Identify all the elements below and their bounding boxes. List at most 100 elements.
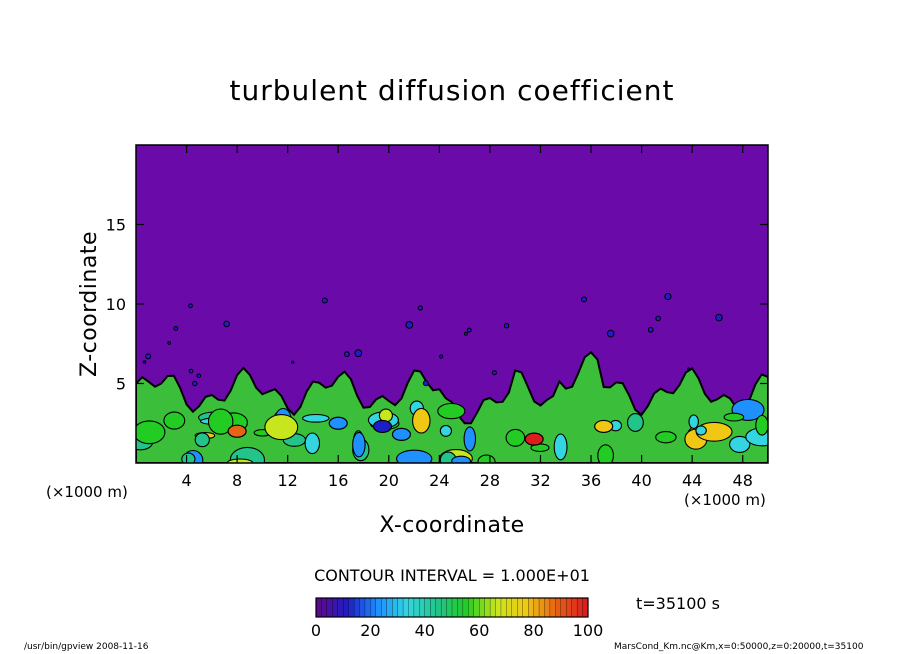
field-blob [491,370,497,376]
colorbar-segment [402,597,409,618]
chart-title: turbulent diffusion coefficient [229,74,675,107]
colorbar-segment [560,597,567,618]
field-blob [655,315,661,322]
field-blob [291,360,295,364]
field-eddy [194,432,210,448]
x-tick-label: 12 [278,471,298,490]
field-eddy [396,449,433,463]
field-core [594,419,614,434]
field-eddy [626,413,644,432]
colorbar-segment [424,597,431,618]
colorbar-segment [440,597,448,618]
x-tick-label: 48 [733,471,753,490]
field-blob [188,368,194,374]
colorbar-segment [566,597,573,618]
colorbar-segment [528,597,535,618]
footer-file-info: MarsCond_Km.nc@Km,x=0:50000,z=0:20000,t=… [614,642,864,652]
colorbar: 0 20 40 60 80 100 [311,597,604,640]
x-tick-label: 4 [181,471,191,490]
field-blob [196,373,202,379]
field-eddy [412,407,431,434]
colorbar-segment [332,597,339,618]
colorbar-segment [479,597,486,618]
colorbar-segment [348,597,355,618]
field-eddy [264,414,299,441]
colorbar-segment [484,597,491,618]
colorbar-segment [571,597,578,618]
colorbar-segment [343,597,350,618]
colorbar-segment [413,597,420,618]
colorbar-segment [321,597,328,618]
field-blob [422,380,429,387]
field-blob [173,326,179,331]
colorbar-segment [576,597,584,618]
colorbar-segment [538,597,545,618]
x-tick-label: 28 [480,471,500,490]
field-core [328,416,348,430]
field-eddy [163,411,186,430]
field-core [227,424,247,438]
y-axis: 5 10 15 [106,216,768,394]
colorbar-segment [359,597,366,618]
x-tick-label: 32 [530,471,550,490]
field-blob [167,341,172,345]
field-blob [405,321,414,329]
colorbar-tick-label: 20 [360,621,380,640]
time-label: t=35100 s [636,594,720,613]
y-unit-label: (×1000 m) [46,483,128,501]
colorbar-segment [462,597,469,618]
x-tick-label: 16 [328,471,348,490]
field-blob [581,296,587,303]
x-tick-label: 24 [429,471,449,490]
colorbar-segment [473,597,480,618]
contour-interval-label: CONTOUR INTERVAL = 1.000E+01 [314,566,590,585]
field-blob [503,323,510,329]
y-tick-label: 15 [106,216,126,235]
y-axis-label: Z-coordinate [77,231,102,377]
field-blob [647,326,654,333]
x-tick-label: 20 [379,471,399,490]
colorbar-segment [446,597,453,618]
field-eddy [136,420,166,445]
x-tick-label: 40 [631,471,651,490]
field-core [524,432,544,446]
field-eddy [207,408,234,435]
field-core [372,419,393,434]
field-eddy [553,433,568,461]
colorbar-segment [495,597,502,618]
colorbar-segment [435,597,442,618]
field-blob [354,349,363,358]
colorbar-segment [555,597,562,618]
colorbar-tick-label: 80 [523,621,543,640]
colorbar-segment [408,597,415,618]
field-core [391,427,412,441]
colorbar-tick-label: 40 [415,621,435,640]
field-eddy [755,414,768,436]
x-tick-label: 8 [232,471,242,490]
colorbar-segment [457,597,464,618]
field-eddy [451,455,472,463]
field-eddy [688,414,699,429]
field-eddy [437,402,466,420]
colorbar-segment [392,597,399,618]
colorbar-segment [506,597,513,618]
field-blob [664,292,672,301]
x-axis-label: X-coordinate [379,513,525,538]
colorbar-segment [511,597,518,618]
field-eddy [655,431,677,444]
field-blob [344,351,350,358]
field-eddy [695,425,707,436]
field-blob [687,367,691,371]
colorbar-tick-label: 100 [573,621,604,640]
field-blob [223,320,230,328]
field-eddy [729,435,751,453]
colorbar-segment [533,597,540,618]
colorbar-segment [522,597,529,618]
footer-program-date: /usr/bin/gpview 2008-11-16 [24,642,149,652]
field-blob [417,305,423,311]
colorbar-tick-label: 0 [311,621,321,640]
field-eddy [302,413,330,423]
colorbar-segment [375,597,382,618]
field-eddy [352,431,366,458]
